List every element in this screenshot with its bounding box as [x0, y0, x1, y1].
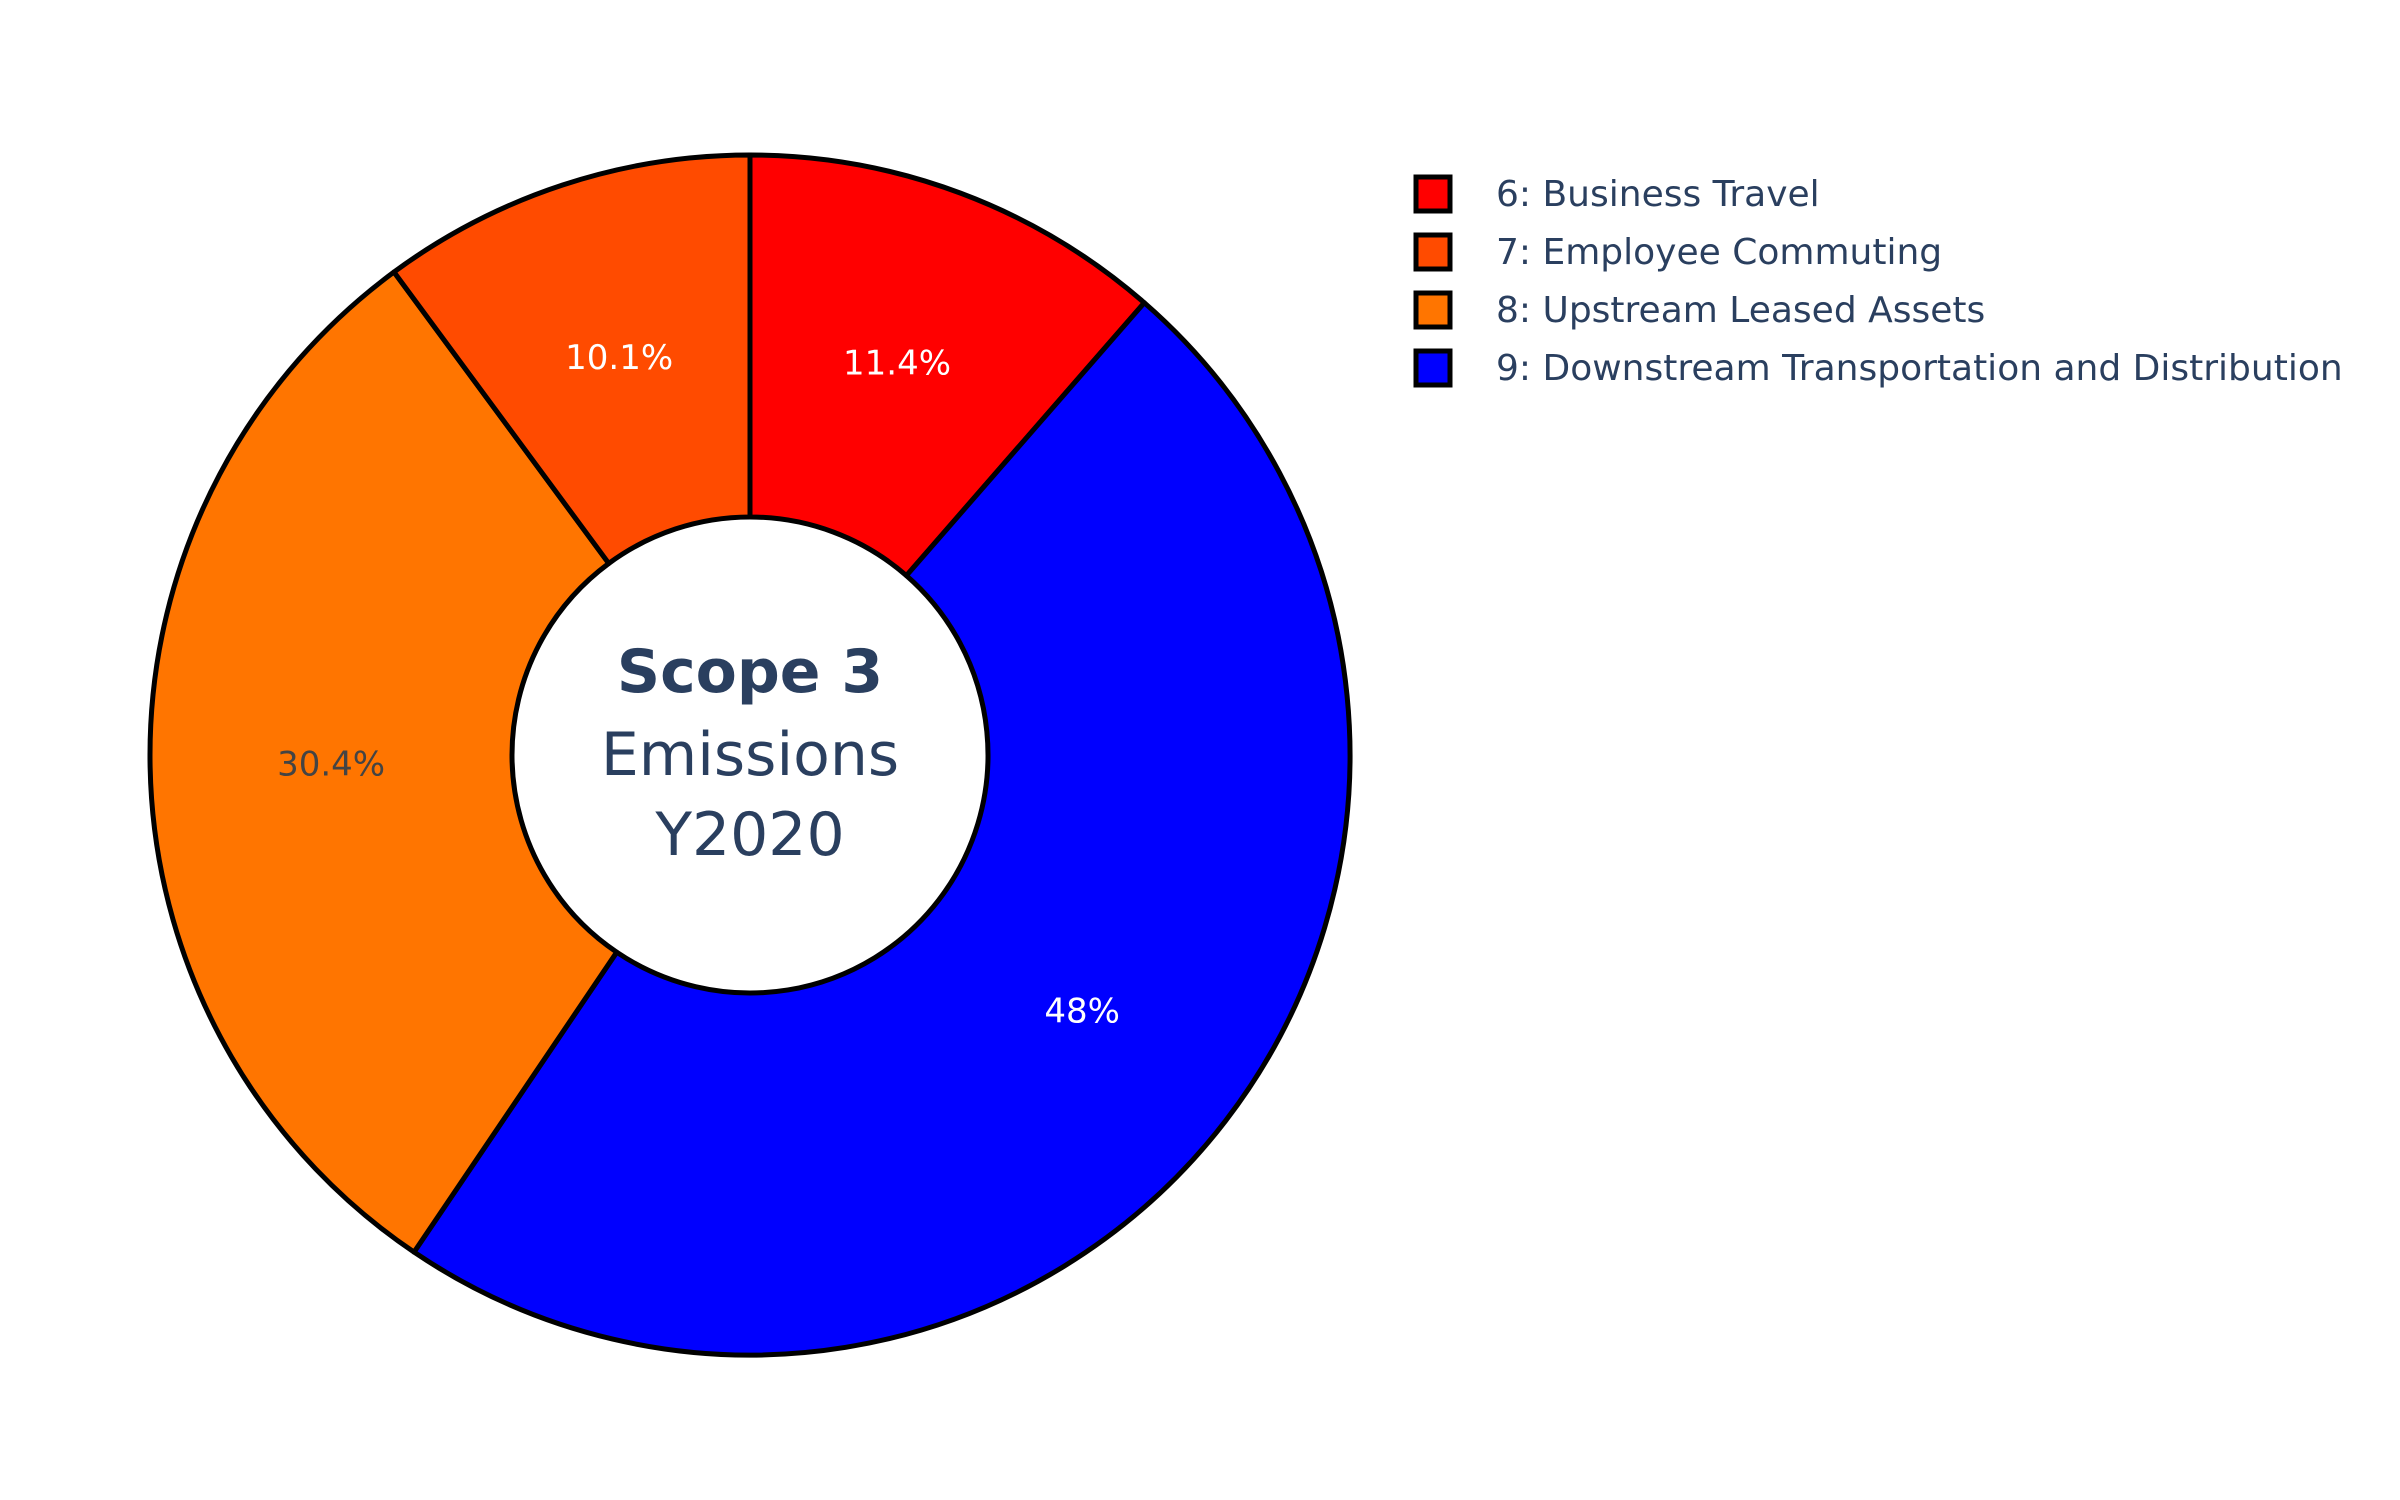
legend-swatch — [1413, 348, 1453, 388]
legend: 6: Business Travel 7: Employee Commuting 8… — [1413, 174, 2343, 389]
legend-label: 9: Downstream Transportation and Distrib… — [1496, 348, 2343, 389]
legend-item[interactable]: 7: Employee Commuting — [1413, 232, 1942, 273]
slice-percent-label: 48% — [1044, 991, 1120, 1031]
slices-layer — [147, 152, 1353, 1358]
legend-swatch — [1413, 290, 1453, 330]
center-title-line-2: Y2020 — [654, 800, 844, 870]
legend-swatch — [1413, 174, 1453, 214]
legend-swatch — [1413, 232, 1453, 272]
slice-percent-label: 10.1% — [565, 338, 673, 378]
slice-percent-label: 11.4% — [843, 344, 951, 384]
slice-percent-label: 30.4% — [277, 745, 385, 785]
slice-4[interactable] — [391, 152, 753, 566]
slice-2[interactable] — [411, 300, 1353, 1358]
legend-label: 6: Business Travel — [1496, 174, 1820, 215]
legend-item[interactable]: 8: Upstream Leased Assets — [1413, 290, 1985, 331]
legend-label: 8: Upstream Leased Assets — [1496, 290, 1985, 331]
legend-label: 7: Employee Commuting — [1496, 232, 1942, 273]
center-title-line-1: Emissions — [601, 720, 899, 790]
center-title-bold: Scope 3 — [617, 637, 883, 707]
slice-3[interactable] — [147, 269, 620, 1255]
slice-1[interactable] — [747, 152, 1147, 579]
legend-item[interactable]: 6: Business Travel — [1413, 174, 1820, 215]
legend-item[interactable]: 9: Downstream Transportation and Distrib… — [1413, 348, 2343, 389]
center-title: Scope 3 Emissions Y2020 — [601, 637, 899, 870]
slice-labels-layer: 11.4% 48% 30.4% 10.1% — [277, 338, 1120, 1032]
